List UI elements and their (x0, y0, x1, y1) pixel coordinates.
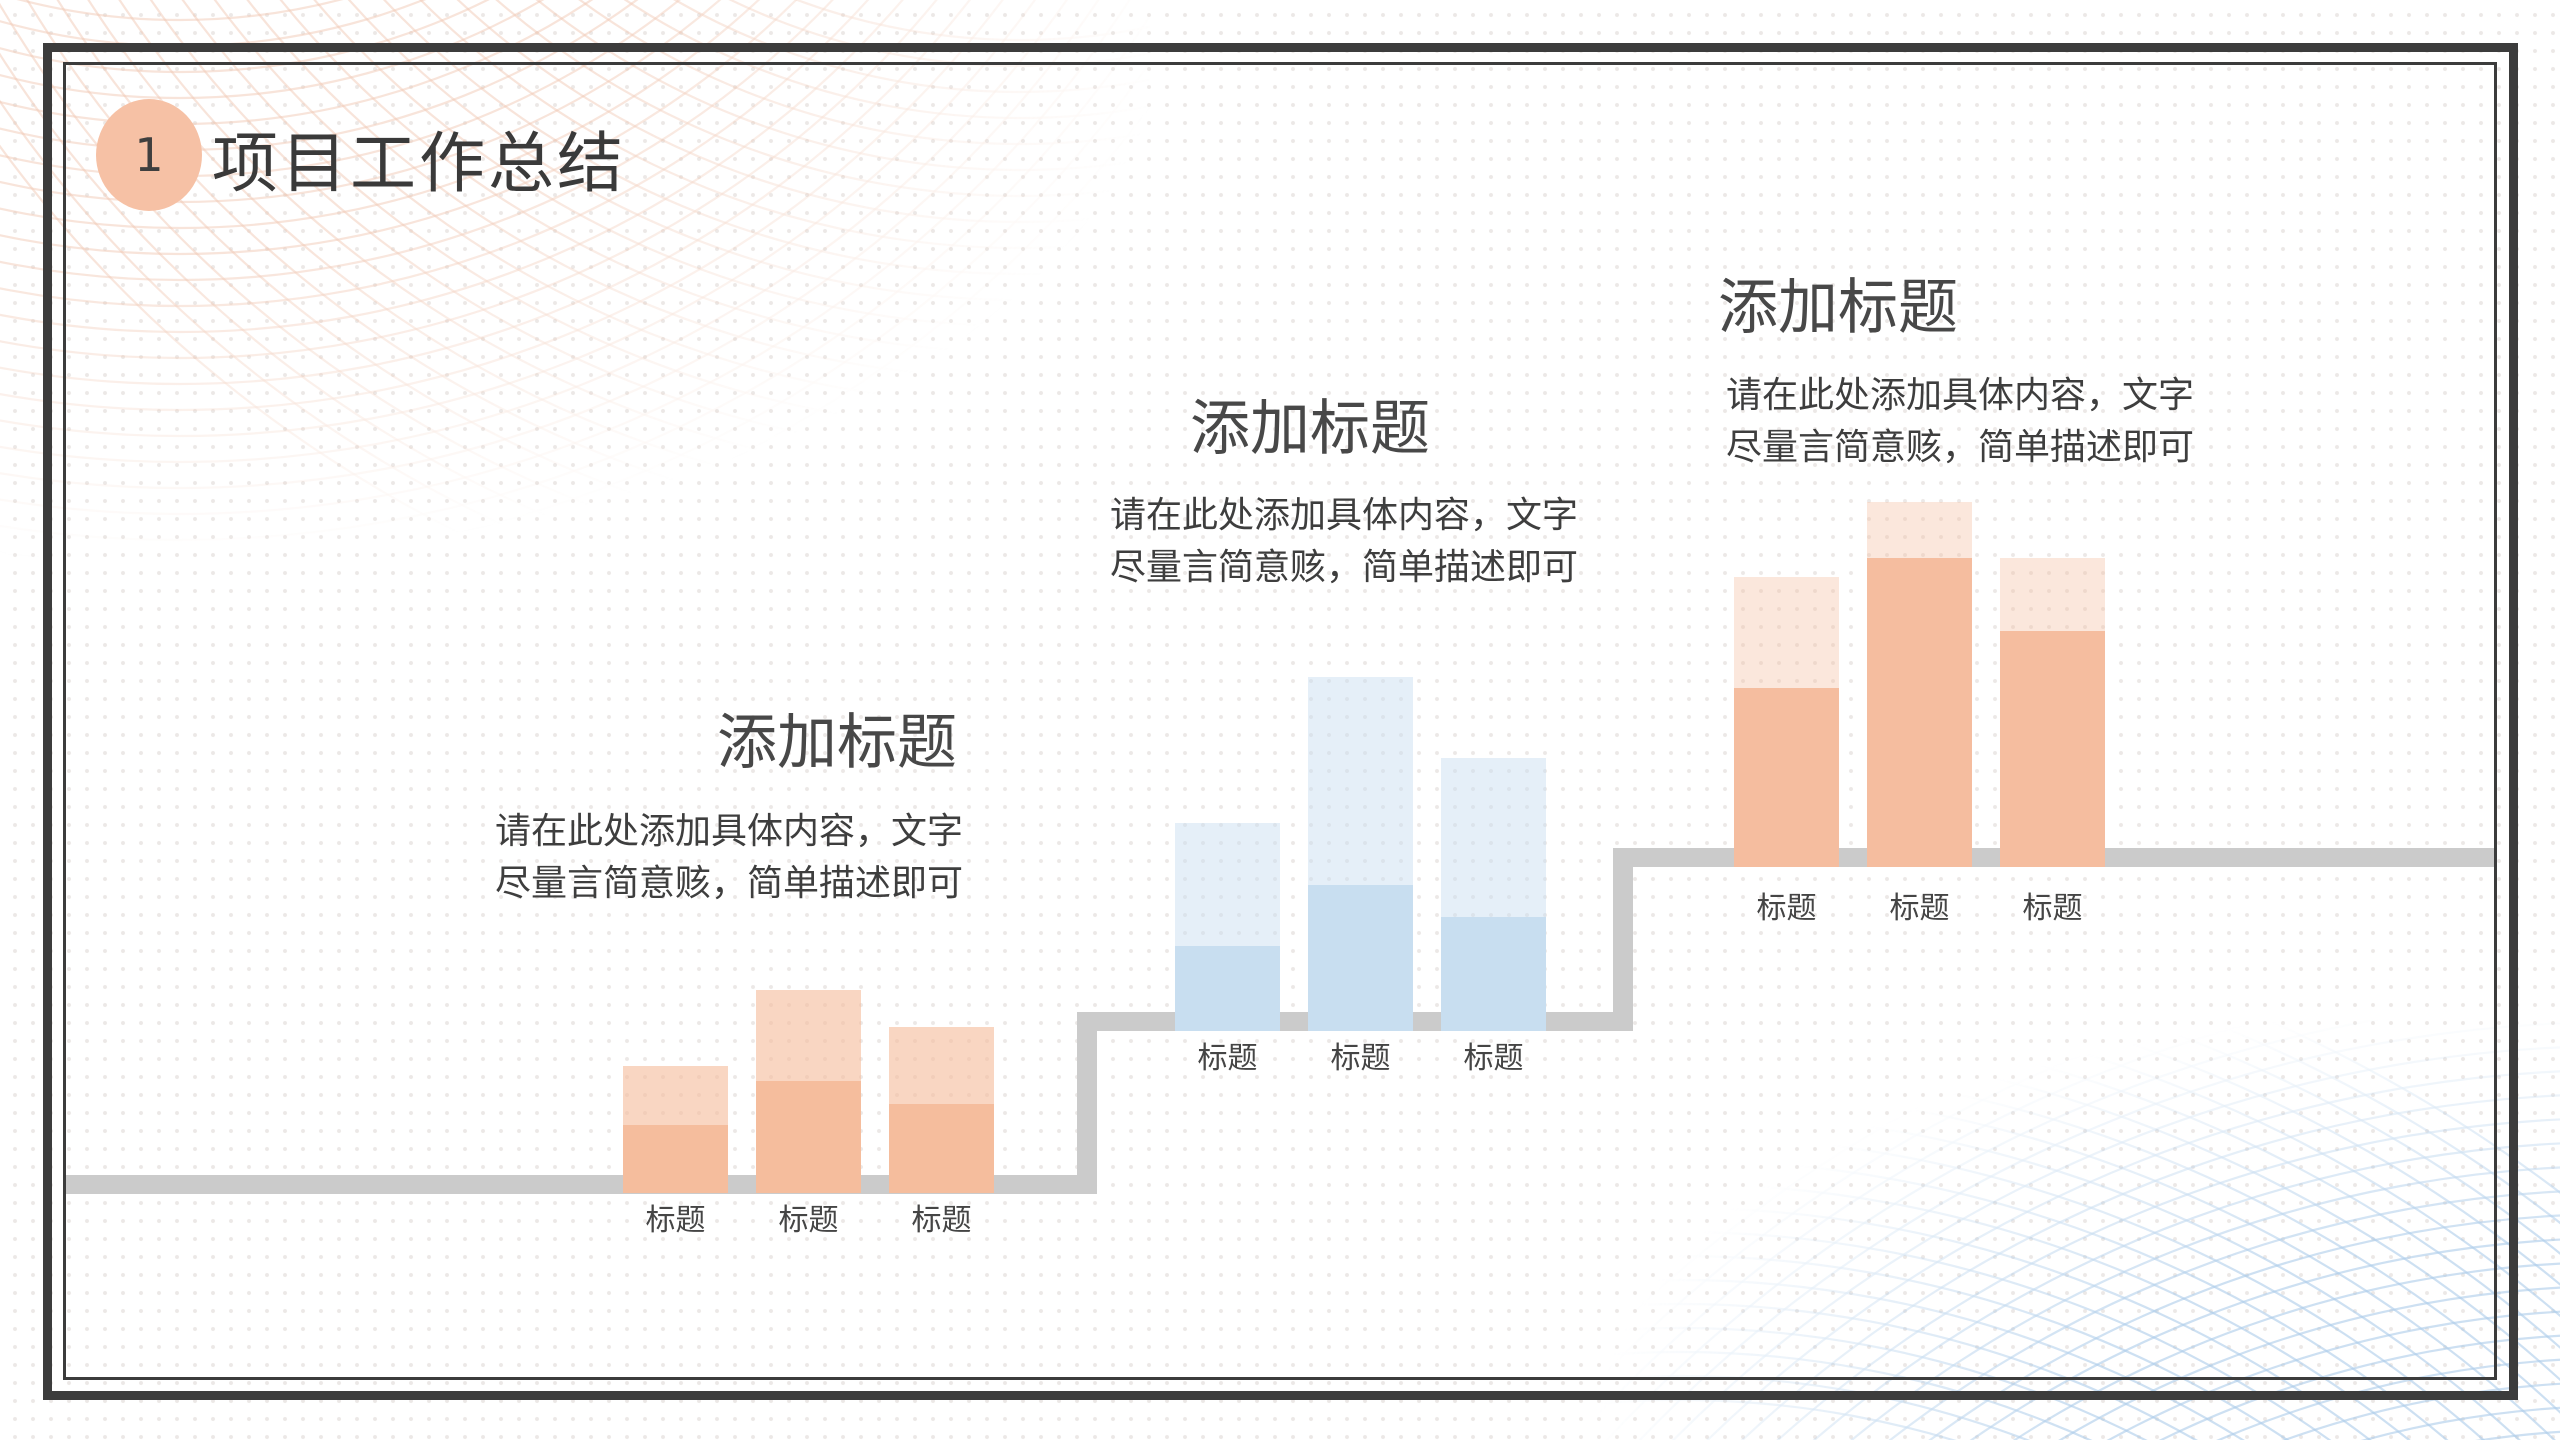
bar-label: 标题 (1889, 891, 1950, 926)
stacked-bar (1734, 577, 1839, 867)
bar-segment-solid (1175, 946, 1280, 1031)
group3-body: 请在此处添加具体内容，文字 尽量言简意赅，简单描述即可 (1710, 370, 2210, 474)
bar-segment-solid (2000, 631, 2105, 867)
bar-label: 标题 (778, 1203, 839, 1238)
group1-bar-labels: 标题 标题 标题 (623, 1204, 994, 1238)
group1-body-line2: 尽量言简意赅，简单描述即可 (494, 863, 963, 904)
group2-bar-chart (1175, 677, 1546, 1031)
bar-segment-tint (1441, 758, 1546, 917)
stacked-bar (889, 1027, 994, 1193)
group1-body-line1: 请在此处添加具体内容，文字 (494, 811, 963, 852)
bar-label: 标题 (2022, 891, 2083, 926)
slide-number-badge: 1 (96, 99, 202, 211)
group3-bar-chart (1734, 502, 2105, 867)
group3-title: 添加标题 (1718, 273, 1958, 343)
inner-border-frame (63, 62, 2497, 1380)
group2-body: 请在此处添加具体内容，文字 尽量言简意赅，简单描述即可 (1094, 490, 1594, 594)
slide-number: 1 (134, 128, 164, 182)
bar-label: 标题 (1463, 1041, 1524, 1076)
stacked-bar (756, 990, 861, 1193)
outer-border-frame (43, 43, 2518, 1400)
bar-segment-solid (1734, 688, 1839, 867)
step-line-riser-1 (1077, 1012, 1097, 1194)
bar-segment-solid (756, 1081, 861, 1193)
bar-segment-tint (1867, 502, 1972, 558)
bar-segment-tint (1734, 577, 1839, 688)
bar-segment-solid (1867, 558, 1972, 867)
stacked-bar (2000, 558, 2105, 867)
bar-segment-tint (1308, 677, 1413, 885)
bar-segment-solid (1308, 885, 1413, 1031)
bar-segment-solid (623, 1125, 728, 1193)
bar-segment-tint (2000, 558, 2105, 631)
stacked-bar (1175, 823, 1280, 1031)
group3-bar-labels: 标题 标题 标题 (1734, 892, 2105, 926)
group2-body-line1: 请在此处添加具体内容，文字 (1109, 495, 1578, 536)
bar-label: 标题 (1330, 1041, 1391, 1076)
bar-segment-tint (756, 990, 861, 1081)
stacked-bar (623, 1066, 728, 1193)
group1-bar-chart (623, 990, 994, 1193)
group2-bar-labels: 标题 标题 标题 (1175, 1042, 1546, 1076)
slide-title: 项目工作总结 (212, 125, 626, 202)
bar-label: 标题 (1756, 891, 1817, 926)
bar-segment-solid (1441, 917, 1546, 1031)
stacked-bar (1867, 502, 1972, 867)
bar-label: 标题 (911, 1203, 972, 1238)
stacked-bar (1308, 677, 1413, 1031)
group1-title: 添加标题 (717, 708, 957, 778)
group3-body-line1: 请在此处添加具体内容，文字 (1725, 375, 2194, 416)
bar-label: 标题 (645, 1203, 706, 1238)
group3-body-line2: 尽量言简意赅，简单描述即可 (1725, 427, 2194, 468)
group2-title: 添加标题 (1190, 394, 1430, 464)
stacked-bar (1441, 758, 1546, 1031)
group1-body: 请在此处添加具体内容，文字 尽量言简意赅，简单描述即可 (479, 806, 979, 910)
bar-segment-tint (623, 1066, 728, 1125)
bar-label: 标题 (1197, 1041, 1258, 1076)
bar-segment-solid (889, 1104, 994, 1193)
bar-segment-tint (889, 1027, 994, 1104)
bar-segment-tint (1175, 823, 1280, 946)
group2-body-line2: 尽量言简意赅，简单描述即可 (1109, 547, 1578, 588)
step-line-riser-2 (1613, 848, 1633, 1031)
